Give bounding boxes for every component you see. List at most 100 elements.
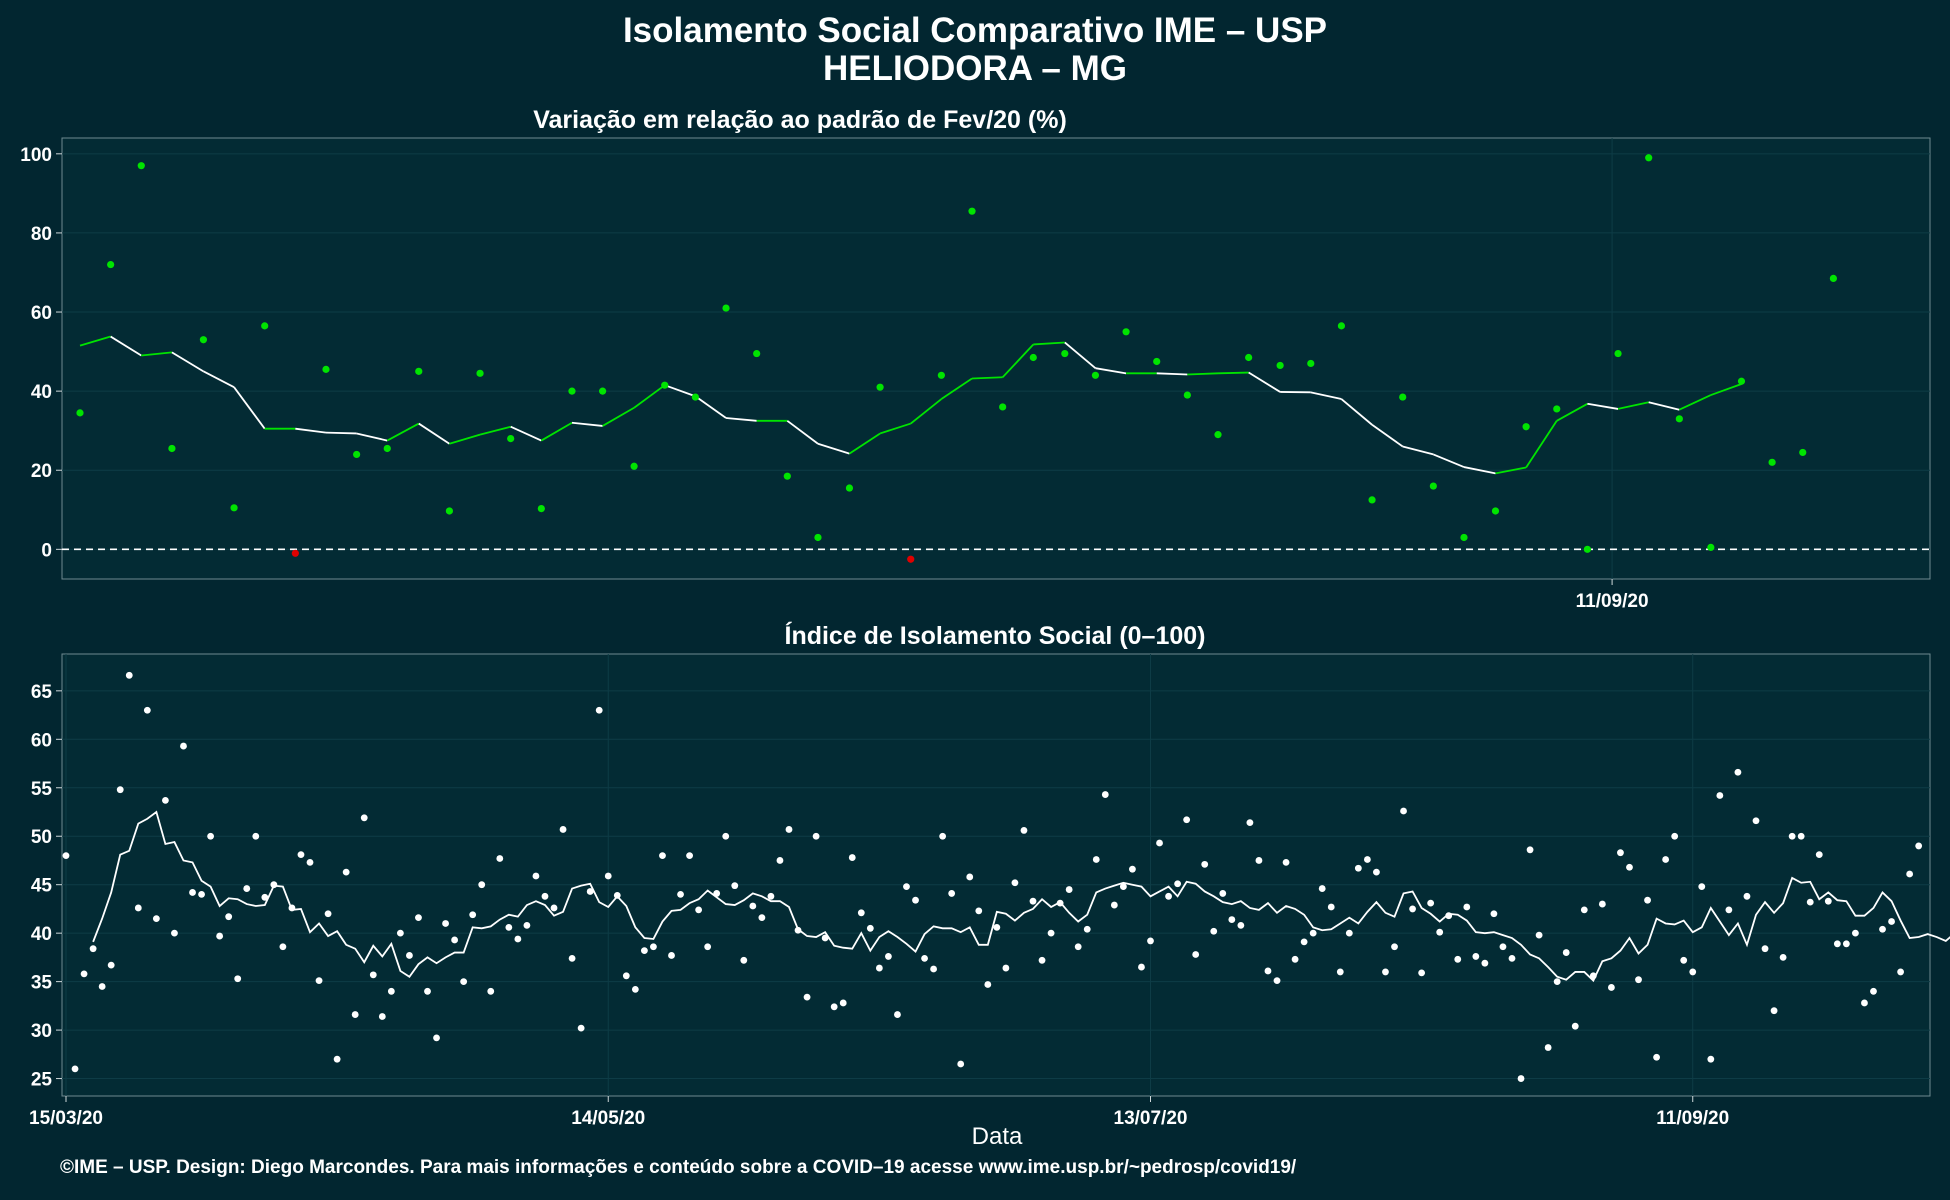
variation-trend-segment bbox=[971, 376, 1003, 380]
index-point bbox=[1336, 968, 1344, 976]
index-point bbox=[1273, 977, 1281, 985]
variation-point bbox=[1799, 448, 1807, 457]
index-moving-average-line bbox=[92, 810, 1950, 983]
index-point bbox=[1363, 856, 1371, 863]
index-point bbox=[1219, 890, 1227, 897]
index-point bbox=[460, 978, 468, 986]
variation-point bbox=[968, 207, 976, 215]
index-point bbox=[1797, 832, 1805, 840]
index-point bbox=[622, 972, 630, 980]
index-point bbox=[731, 882, 739, 890]
index-point bbox=[984, 981, 992, 988]
variation-point bbox=[630, 462, 638, 470]
index-point bbox=[857, 909, 865, 917]
index-point bbox=[1752, 817, 1760, 825]
variation-point bbox=[1429, 482, 1437, 490]
index-point bbox=[1788, 832, 1796, 840]
variation-point bbox=[845, 484, 854, 492]
index-point bbox=[279, 943, 287, 951]
index-point bbox=[1138, 963, 1145, 971]
index-point bbox=[496, 855, 504, 862]
variation-point bbox=[1675, 415, 1683, 423]
index-point bbox=[613, 891, 621, 899]
index-point bbox=[1147, 937, 1154, 945]
variation-trend-segment bbox=[1402, 445, 1434, 456]
variation-point bbox=[937, 371, 945, 379]
variation-point bbox=[1583, 545, 1592, 553]
index-point bbox=[424, 987, 431, 995]
index-point bbox=[659, 852, 666, 860]
index-point bbox=[1508, 954, 1516, 962]
index-point bbox=[1264, 967, 1272, 975]
index-panel: Índice de Isolamento Social (0–100) 25 30… bbox=[29, 621, 1950, 1150]
variation-point bbox=[1829, 274, 1837, 283]
index-point bbox=[1553, 978, 1561, 986]
variation-trend-segment bbox=[1525, 420, 1558, 468]
variation-point bbox=[999, 403, 1007, 411]
index-point bbox=[107, 961, 115, 969]
variation-point bbox=[1491, 507, 1500, 515]
index-point bbox=[939, 832, 947, 840]
variation-trend-segment bbox=[1248, 371, 1281, 393]
index-point bbox=[1626, 863, 1633, 871]
index-point bbox=[207, 832, 214, 840]
index-point bbox=[1309, 929, 1317, 937]
index-point bbox=[1833, 940, 1841, 948]
index-point bbox=[505, 923, 513, 931]
index-point bbox=[1300, 938, 1308, 946]
index-point bbox=[1535, 931, 1543, 939]
variation-trend-segment bbox=[694, 395, 727, 419]
variation-plot-area bbox=[61, 137, 1931, 580]
variation-trend-segment bbox=[1156, 372, 1188, 376]
variation-point bbox=[1276, 361, 1284, 370]
index-point bbox=[261, 893, 269, 901]
variation-point bbox=[322, 365, 330, 373]
index-point bbox=[216, 932, 224, 940]
variation-trend-segment bbox=[479, 425, 511, 436]
index-point bbox=[288, 904, 296, 912]
index-point bbox=[1806, 898, 1814, 906]
variation-point bbox=[1460, 533, 1468, 542]
variation-point bbox=[76, 409, 84, 417]
index-point bbox=[1734, 768, 1742, 776]
index-point bbox=[1418, 969, 1426, 977]
variation-trend-segment bbox=[141, 351, 173, 357]
index-point bbox=[848, 854, 856, 861]
variation-y-tick-label: 40 bbox=[31, 382, 52, 403]
variation-point bbox=[137, 162, 145, 170]
index-point bbox=[903, 883, 910, 891]
index-point bbox=[1842, 940, 1850, 948]
variation-trend-segment bbox=[418, 422, 450, 445]
variation-point bbox=[1337, 322, 1346, 330]
index-point bbox=[1824, 897, 1832, 905]
index-point bbox=[469, 911, 477, 919]
index-point bbox=[243, 885, 251, 892]
variation-trend-segment bbox=[786, 420, 819, 445]
chart-subtitle: HELIODORA – MG bbox=[823, 49, 1127, 88]
index-point bbox=[1526, 846, 1534, 854]
variation-y-tick-label: 80 bbox=[31, 224, 52, 245]
index-point bbox=[1011, 879, 1019, 887]
variation-trend-segment bbox=[1495, 466, 1527, 475]
variation-point bbox=[783, 472, 791, 480]
variation-point bbox=[1061, 349, 1069, 358]
index-point bbox=[559, 826, 567, 833]
index-point bbox=[568, 954, 576, 962]
index-point bbox=[803, 993, 811, 1001]
index-point bbox=[686, 852, 693, 860]
index-point bbox=[180, 742, 187, 750]
index-point bbox=[740, 956, 748, 964]
index-y-tick-label: 55 bbox=[31, 779, 53, 800]
index-point bbox=[1327, 903, 1335, 911]
index-point bbox=[1472, 953, 1480, 960]
index-y-tick-label: 40 bbox=[31, 924, 52, 945]
index-point bbox=[270, 881, 278, 889]
index-point bbox=[162, 796, 169, 804]
index-point bbox=[415, 914, 422, 922]
index-x-tick-label: 14/05/20 bbox=[571, 1108, 645, 1129]
index-point bbox=[1382, 968, 1389, 976]
variation-trend-segment bbox=[848, 432, 881, 455]
index-point bbox=[71, 1065, 79, 1073]
index-point bbox=[1644, 896, 1651, 904]
